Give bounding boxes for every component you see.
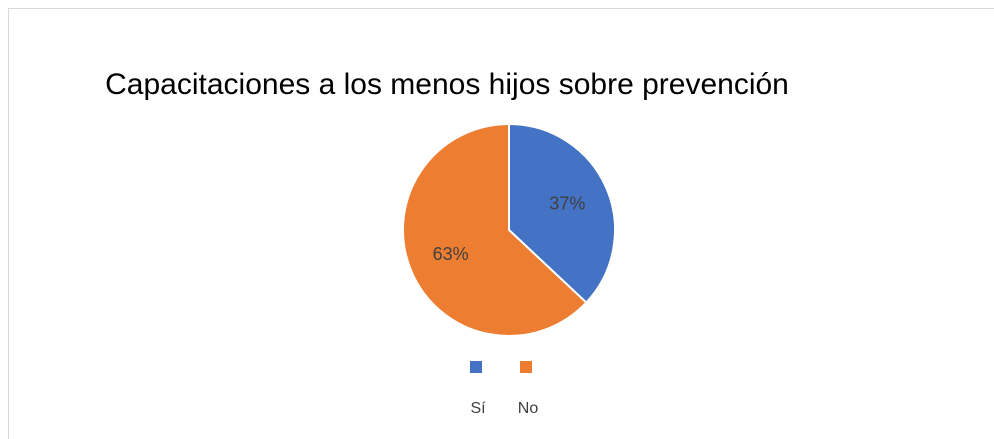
chart-title: Capacitaciones a los menos hijos sobre p… <box>105 68 789 101</box>
legend-label: Sí <box>470 400 486 417</box>
legend-label: No <box>518 400 539 417</box>
pie-slice <box>402 122 588 337</box>
legend-swatch <box>470 361 482 373</box>
data-label: 63% <box>433 244 469 264</box>
legend-swatch <box>520 361 532 373</box>
pie-slice <box>508 122 616 304</box>
data-label: 37% <box>549 193 585 213</box>
